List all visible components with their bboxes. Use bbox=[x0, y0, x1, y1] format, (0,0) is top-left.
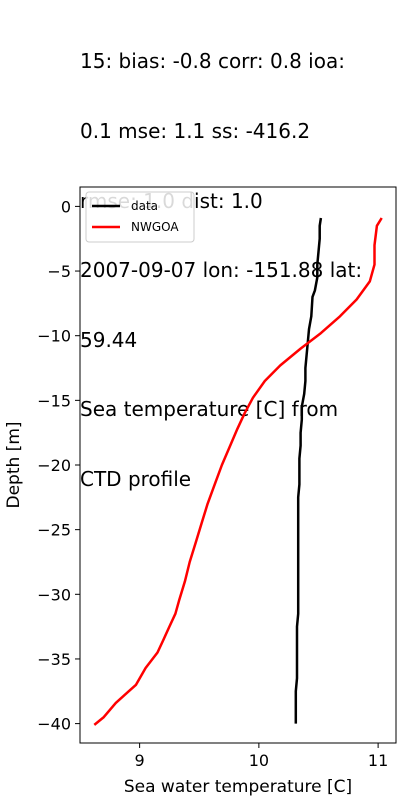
legend-label: data bbox=[131, 199, 158, 213]
title-line: 59.44 bbox=[80, 327, 138, 352]
legend-box bbox=[85, 191, 195, 243]
x-tick-label: 9 bbox=[135, 751, 145, 770]
x-axis-label: Sea water temperature [C] bbox=[124, 777, 352, 797]
y-tick-label: −40 bbox=[37, 715, 71, 734]
x-axis: 9 10 11 bbox=[135, 743, 388, 770]
title-line: CTD profile bbox=[80, 467, 192, 492]
series-line-nwgoa bbox=[93, 217, 383, 726]
y-tick-label: −30 bbox=[37, 585, 71, 604]
x-tick-label: 10 bbox=[249, 751, 269, 770]
title-line: 15: bias: -0.8 corr: 0.8 ioa: bbox=[80, 49, 345, 74]
title-line: 2007-09-07 lon: -151.88 lat: bbox=[80, 258, 363, 283]
legend-label: NWGOA bbox=[131, 220, 179, 234]
y-axis-label: Depth [m] bbox=[4, 421, 24, 508]
y-tick-label: 0 bbox=[61, 197, 71, 216]
title-line: Sea temperature [C] from bbox=[80, 397, 339, 422]
series-line-data bbox=[294, 217, 323, 724]
y-tick-label: −20 bbox=[37, 456, 71, 475]
axes-frame bbox=[79, 186, 397, 744]
y-tick-label: −35 bbox=[37, 650, 71, 669]
y-axis: 0 −5 −10 −15 −20 −25 −30 −35 −40 bbox=[37, 197, 80, 734]
y-tick-label: −15 bbox=[37, 391, 71, 410]
title-line: 0.1 mse: 1.1 ss: -416.2 bbox=[80, 119, 311, 144]
series-group bbox=[93, 217, 383, 726]
y-tick-label: −25 bbox=[37, 521, 71, 540]
legend: data NWGOA bbox=[85, 191, 195, 243]
x-tick-label: 11 bbox=[368, 751, 388, 770]
y-tick-label: −10 bbox=[37, 327, 71, 346]
y-tick-label: −5 bbox=[47, 262, 71, 281]
